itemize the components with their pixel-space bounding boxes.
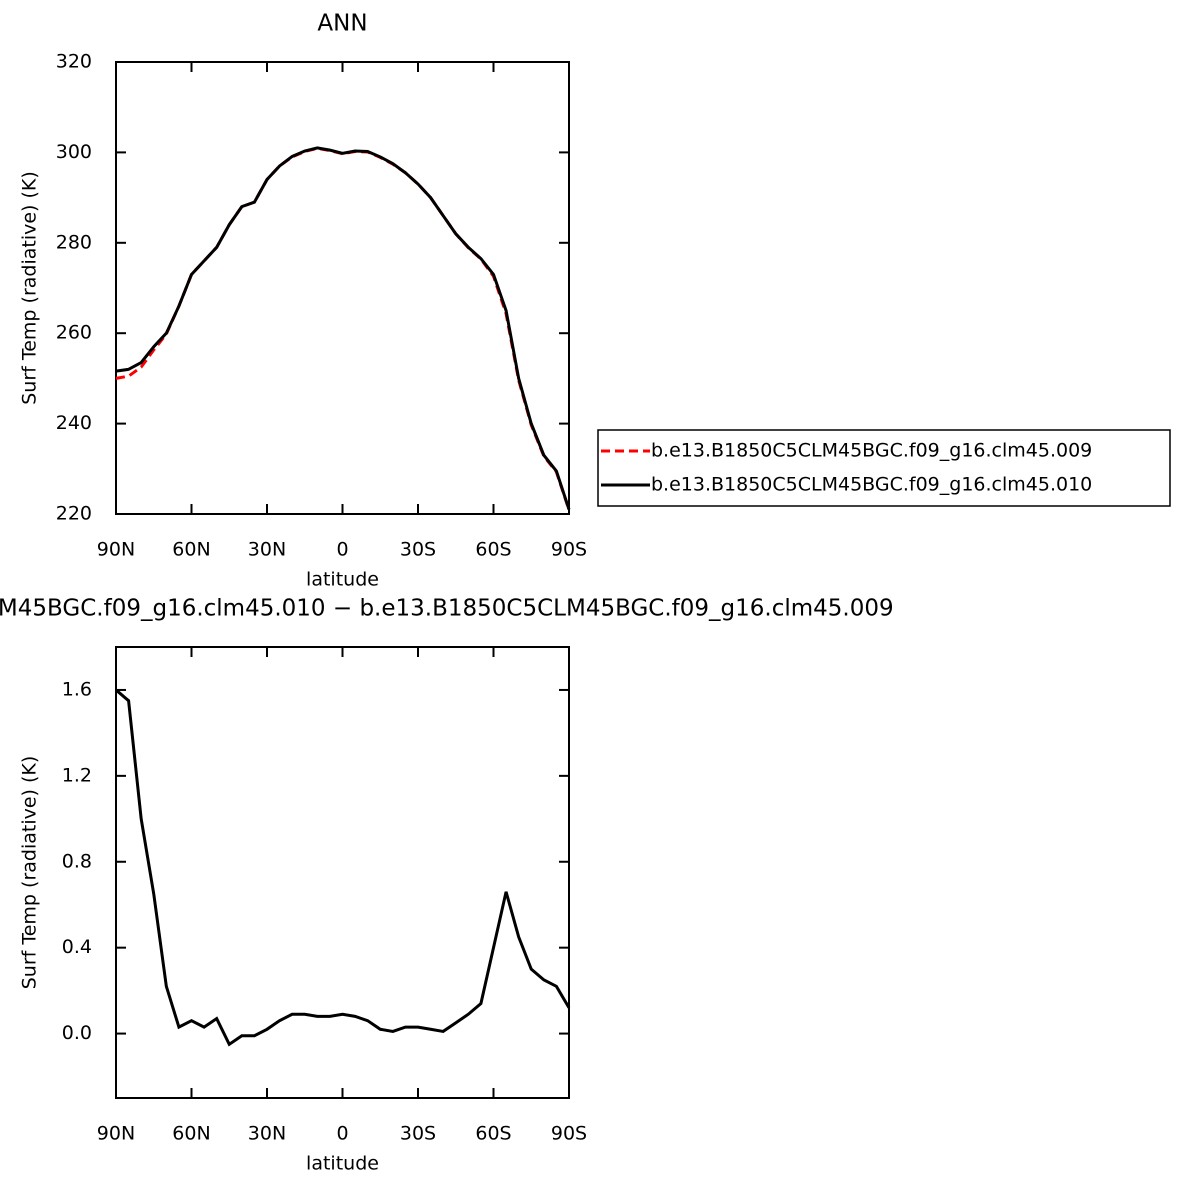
y-tick-label: 240 — [56, 412, 92, 434]
x-tick-label: 30N — [248, 539, 286, 561]
legend-label: b.e13.B1850C5CLM45BGC.f09_g16.clm45.010 — [651, 474, 1092, 496]
x-tick-label: 60S — [475, 539, 511, 561]
y-tick-label: 0.8 — [62, 850, 92, 872]
y-tick-label: 1.2 — [62, 764, 92, 786]
x-axis-label: latitude — [306, 1153, 379, 1175]
line-series — [115, 146, 571, 511]
x-tick-label: 90S — [551, 539, 587, 561]
x-tick-label: 30S — [400, 1123, 436, 1145]
y-axis-label: Surf Temp (radiative) (K) — [19, 756, 41, 990]
x-tick-label: 90S — [551, 1123, 587, 1145]
y-tick-label: 1.6 — [62, 678, 92, 700]
y-tick-label: 260 — [56, 322, 92, 344]
x-tick-label: 60S — [475, 1123, 511, 1145]
legend-box — [597, 429, 1171, 507]
x-tick-label: 30N — [248, 1123, 286, 1145]
y-tick-label: 320 — [56, 51, 92, 73]
line-series — [115, 688, 571, 1047]
x-tick-label: 90N — [97, 539, 135, 561]
x-tick-label: 60N — [172, 1123, 210, 1145]
y-tick-label: 0.4 — [62, 936, 92, 958]
y-tick-label: 0.0 — [62, 1022, 92, 1044]
x-tick-label: 30S — [400, 539, 436, 561]
y-tick-label: 300 — [56, 141, 92, 163]
y-tick-label: 220 — [56, 503, 92, 525]
y-tick-label: 280 — [56, 231, 92, 253]
x-tick-label: 0 — [336, 1123, 348, 1145]
plot-frame — [115, 61, 570, 515]
chart-title: ANN — [317, 11, 367, 37]
x-tick-label: 0 — [336, 539, 348, 561]
x-tick-label: 60N — [172, 539, 210, 561]
y-axis-label: Surf Temp (radiative) (K) — [19, 171, 41, 405]
plot-frame — [115, 646, 570, 1099]
x-axis-label: latitude — [306, 569, 379, 591]
line-series — [115, 146, 571, 510]
chart-title: b.e13.B1850C5CLM45BGC.f09_g16.clm45.010 … — [0, 596, 894, 622]
x-tick-label: 90N — [97, 1123, 135, 1145]
legend-label: b.e13.B1850C5CLM45BGC.f09_g16.clm45.009 — [651, 440, 1092, 462]
